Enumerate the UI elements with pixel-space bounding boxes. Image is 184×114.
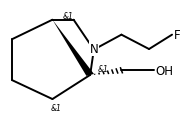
Text: &1: &1 xyxy=(51,103,61,112)
Text: F: F xyxy=(174,29,181,42)
Text: OH: OH xyxy=(155,64,174,77)
Text: N: N xyxy=(89,43,98,56)
Text: &1: &1 xyxy=(63,12,73,20)
Text: &1: &1 xyxy=(98,65,108,73)
Polygon shape xyxy=(52,21,94,76)
